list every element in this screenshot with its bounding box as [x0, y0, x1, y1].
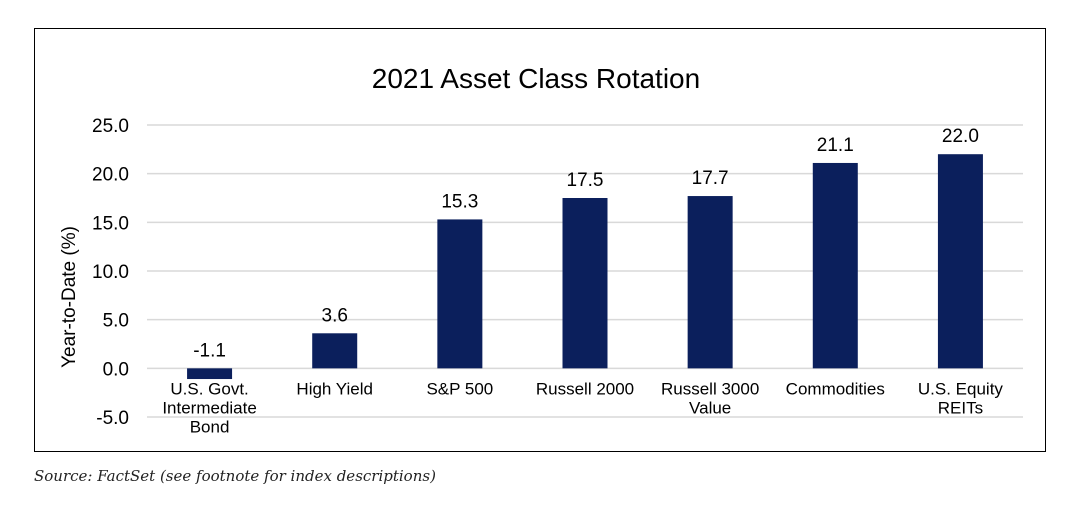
y-tick-label: 20.0: [92, 165, 129, 186]
data-labels: -1.1 3.6 15.3 17.5 17.7 21.1 22.0: [193, 126, 979, 361]
x-axis-ticks: U.S. Govt. Intermediate Bond High Yield S&P …: [162, 379, 1003, 436]
source-note: Source: FactSet (see footnote for index …: [34, 467, 436, 485]
data-label: 22.0: [942, 126, 979, 147]
bar: [437, 219, 483, 369]
data-label: 3.6: [322, 305, 348, 326]
x-tick-label: Russell 2000: [536, 379, 634, 398]
y-tick-label: 10.0: [92, 262, 129, 283]
data-label: -1.1: [193, 340, 226, 361]
bar: [812, 162, 858, 369]
y-tick-label: 15.0: [92, 213, 129, 234]
x-tick-label: U.S. Govt. Intermediate Bond: [162, 379, 257, 436]
bar: [187, 368, 233, 380]
y-axis-label: Year-to-Date (%): [59, 226, 80, 368]
x-tick-label: Commodities: [786, 379, 885, 398]
y-tick-label: -5.0: [96, 408, 129, 429]
y-tick-label: 25.0: [92, 116, 129, 137]
bars: [187, 154, 983, 380]
x-tick-label: High Yield: [296, 379, 373, 398]
x-tick-label: S&P 500: [426, 379, 493, 398]
bar: [312, 333, 358, 369]
data-label: 17.7: [692, 168, 729, 189]
data-label: 15.3: [441, 191, 478, 212]
x-tick-label: U.S. Equity REITs: [918, 379, 1004, 417]
y-tick-label: 0.0: [103, 359, 129, 380]
y-tick-label: 5.0: [103, 311, 129, 332]
data-label: 21.1: [817, 135, 854, 156]
bar: [937, 154, 983, 369]
y-axis-ticks: 25.0 20.0 15.0 10.0 5.0 0.0 -5.0: [92, 116, 129, 429]
data-label: 17.5: [567, 170, 604, 191]
x-tick-label: Russell 3000 Value: [661, 379, 759, 417]
chart-title: 2021 Asset Class Rotation: [372, 63, 700, 94]
bar-chart: 2021 Asset Class Rotation Year-to-Date (…: [59, 63, 1023, 436]
bar: [562, 198, 608, 369]
chart-frame: 2021 Asset Class Rotation Year-to-Date (…: [34, 28, 1046, 452]
bar: [687, 196, 733, 369]
